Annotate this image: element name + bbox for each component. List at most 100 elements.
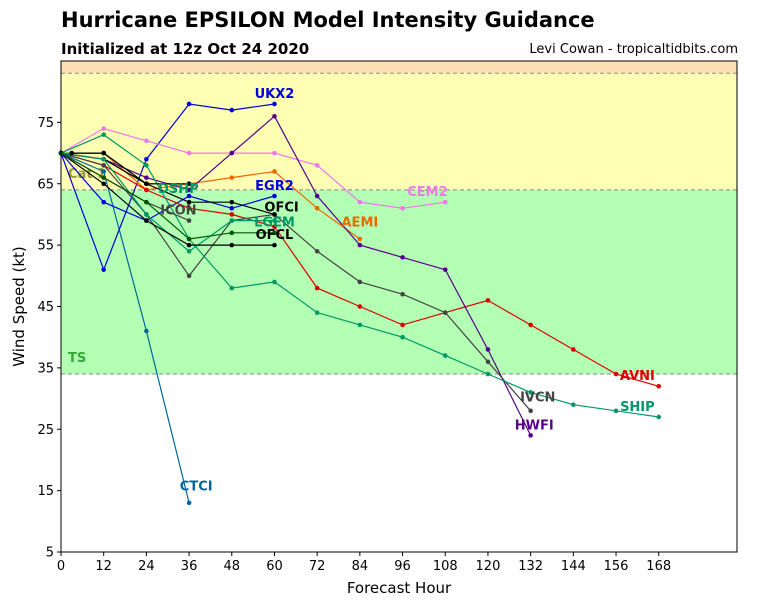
y-axis-label: Wind Speed (kt) <box>10 246 28 367</box>
x-tick-label: 12 <box>95 559 112 574</box>
series-point <box>272 218 277 223</box>
series-point <box>272 230 277 236</box>
series-point <box>272 113 277 119</box>
series-point <box>314 285 320 291</box>
series-point <box>357 322 363 328</box>
y-tick-label: 65 <box>37 177 54 192</box>
series-line-unnamed-15 <box>71 152 190 185</box>
series-line-ctci <box>60 152 190 504</box>
series-point <box>144 156 149 162</box>
series-label-ivcn: IVCN <box>520 391 555 406</box>
series-point <box>442 199 448 205</box>
series-line-egr2 <box>60 152 275 222</box>
series-point <box>656 383 662 389</box>
x-tick-label: 0 <box>57 559 65 574</box>
series-point <box>229 285 235 291</box>
y-tick-label: 25 <box>37 423 54 438</box>
series-point <box>229 175 235 180</box>
series-point <box>186 236 192 242</box>
series-label-dshp: DSHP <box>158 182 199 197</box>
series-point <box>144 212 149 217</box>
series-point <box>101 126 106 131</box>
series-point <box>485 347 491 352</box>
series-point <box>571 402 576 408</box>
series-point <box>272 169 277 174</box>
series-label-hwfi: HWFI <box>515 418 554 433</box>
series-point <box>186 218 192 223</box>
band-3 <box>61 61 737 74</box>
y-axis-ticks: 5 15 25 35 45 55 65 75 <box>37 116 61 561</box>
x-tick-label: 72 <box>309 559 326 574</box>
series-point <box>613 371 619 377</box>
band-0 <box>61 374 737 552</box>
series-label-ofci: OFCI <box>264 200 298 215</box>
series-label-ofcl: OFCL <box>256 228 294 243</box>
series-point <box>528 408 533 414</box>
series-point <box>69 150 74 156</box>
series-line-ofcl <box>60 152 275 246</box>
series-point <box>101 267 106 272</box>
series-label-cem2: CEM2 <box>407 185 447 200</box>
series-line-ukx2 <box>60 103 275 272</box>
series-point <box>528 433 533 438</box>
series-label-ship: SHIP <box>620 400 655 415</box>
series-point <box>186 101 192 107</box>
series-point <box>101 199 106 205</box>
intensity-bands: TS Cat 1 <box>61 61 737 552</box>
band-label-2: Cat 1 <box>68 167 106 182</box>
series-point <box>357 304 363 309</box>
y-tick-label: 75 <box>37 116 54 131</box>
series-point <box>357 242 363 248</box>
x-tick-label: 156 <box>604 559 629 574</box>
x-tick-label: 24 <box>138 559 155 574</box>
series-labels: CTCI UKX2 EGR2 CEM2 AEMI AVNI HWFI IVCN SHIP DSHP… <box>158 87 655 495</box>
series-point <box>272 101 277 107</box>
series-point <box>186 181 192 187</box>
series-point <box>101 181 106 187</box>
series-point <box>528 322 533 328</box>
series-lines <box>58 101 662 506</box>
band-2 <box>61 73 737 190</box>
series-point <box>186 193 192 199</box>
x-axis-label: Forecast Hour <box>347 579 452 597</box>
y-tick-label: 45 <box>37 300 54 315</box>
series-point <box>400 206 405 211</box>
series-line-aemi <box>61 152 361 240</box>
series-point <box>101 169 106 174</box>
chart-credit: Levi Cowan - tropicaltidbits.com <box>529 42 738 57</box>
series-label-ctci: CTCI <box>180 480 213 495</box>
y-tick-label: 5 <box>46 546 54 561</box>
band-1 <box>61 189 737 375</box>
series-point <box>314 310 320 315</box>
series-point <box>186 500 192 506</box>
series-point <box>357 279 363 285</box>
series-point <box>656 414 662 420</box>
x-tick-label: 144 <box>561 559 586 574</box>
series-point <box>229 218 235 223</box>
series-label-ukx2: UKX2 <box>255 87 295 102</box>
series-point <box>144 163 149 168</box>
series-point <box>144 138 149 144</box>
x-tick-label: 108 <box>433 559 458 574</box>
series-point <box>272 193 277 199</box>
series-point <box>186 248 192 254</box>
series-point <box>442 267 448 272</box>
series-point <box>101 156 106 162</box>
series-point <box>229 212 235 217</box>
series-point <box>528 390 533 395</box>
x-tick-label: 132 <box>518 559 543 574</box>
series-point <box>442 310 448 315</box>
series-point <box>229 107 235 113</box>
series-point <box>101 150 106 156</box>
series-point <box>485 371 491 377</box>
series-point <box>357 199 363 205</box>
series-point <box>272 212 277 217</box>
series-point <box>272 150 277 156</box>
series-point <box>571 347 576 352</box>
series-line-cem2 <box>60 127 446 209</box>
x-tick-label: 96 <box>394 559 411 574</box>
series-point <box>229 206 235 211</box>
x-tick-label: 120 <box>476 559 501 574</box>
series-point <box>186 150 192 156</box>
x-axis-ticks: 0 12 24 36 48 60 72 84 96 108 120 132 144 156 168 <box>57 552 671 574</box>
